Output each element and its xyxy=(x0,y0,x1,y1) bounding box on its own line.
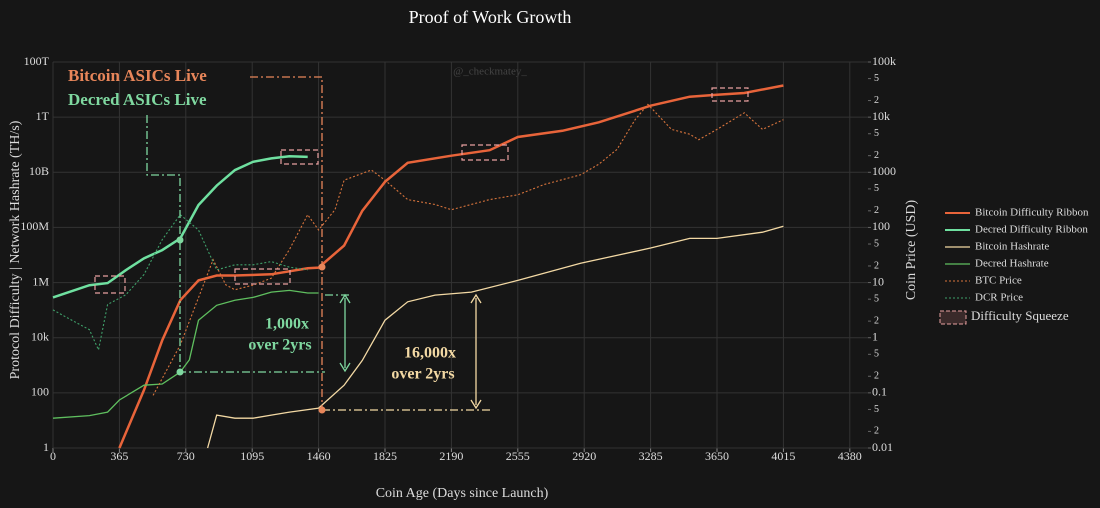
y2-tick-label: 1 xyxy=(872,329,878,343)
marker xyxy=(318,406,326,414)
series-line xyxy=(118,84,784,449)
y-tick-label: 1T xyxy=(36,109,50,123)
y2-tick-label: 5 xyxy=(874,73,879,84)
y2-axis-label: Coin Price (USD) xyxy=(904,200,919,301)
watermark: @_checkmatey_ xyxy=(453,66,527,78)
y-tick-label: 1 xyxy=(43,440,49,454)
y2-tick-label: 0.01 xyxy=(872,440,893,454)
x-tick-label: 2920 xyxy=(572,449,596,463)
x-tick-label: 1095 xyxy=(240,449,264,463)
plot-area: 0 365 730 1095 1460 1825 2190 2555 2920 3285 3650 4… xyxy=(20,54,896,463)
annotation: over 2yrs xyxy=(248,337,311,354)
legend-label: Decred Hashrate xyxy=(975,258,1049,270)
marker xyxy=(318,263,326,271)
btc-asic-line xyxy=(250,76,323,410)
y2-tick-label: 100k xyxy=(872,54,896,68)
x-tick-label: 3285 xyxy=(639,449,663,463)
y-tick-label: 100M xyxy=(20,219,49,233)
arrow-16000x xyxy=(470,293,482,410)
dcr-asic-line xyxy=(146,115,325,373)
marker xyxy=(176,236,184,244)
legend-label: Bitcoin Difficulty Ribbon xyxy=(975,207,1089,219)
annotation: 16,000x xyxy=(404,345,456,362)
x-tick-label: 1460 xyxy=(307,449,331,463)
y2-tick-label: 5 xyxy=(874,128,879,139)
y2-tick-label: 5 xyxy=(874,238,879,249)
x-tick-label: 2555 xyxy=(506,449,530,463)
x-tick-label: 4015 xyxy=(771,449,795,463)
chart-title: Proof of Work Growth xyxy=(409,7,572,27)
squeeze-box xyxy=(280,149,319,165)
y2-tick-label: 1000 xyxy=(872,164,896,178)
arrow-1000x xyxy=(339,293,351,373)
legend-label: Decred Difficulty Ribbon xyxy=(975,224,1088,236)
series-line xyxy=(52,155,308,299)
legend-label: Difficulty Squeeze xyxy=(971,308,1069,323)
annotation: 1,000x xyxy=(265,316,309,333)
series-line xyxy=(152,103,784,396)
y2-tick-label: 0.1 xyxy=(872,385,887,399)
annotation: Bitcoin ASICs Live xyxy=(68,66,207,85)
x-tick-label: 730 xyxy=(177,449,195,463)
y2-tick-label: 10 xyxy=(872,274,884,288)
x-axis-label: Coin Age (Days since Launch) xyxy=(376,486,549,501)
y2-tick-label: 5 xyxy=(874,183,879,194)
x-tick-label: 0 xyxy=(50,449,56,463)
y2-tick-label: 5 xyxy=(874,349,879,360)
y2-tick-label: 2 xyxy=(874,205,879,216)
y2-tick-label: 2 xyxy=(874,150,879,161)
legend-swatch xyxy=(939,310,967,325)
y2-tick-label: 2 xyxy=(874,260,879,271)
squeeze-box xyxy=(461,144,509,161)
x-tick-label: 365 xyxy=(110,449,128,463)
y2-tick-label: 2 xyxy=(874,426,879,437)
series-line xyxy=(52,213,308,352)
squeeze-box xyxy=(234,268,291,285)
y2-tick-label: 10k xyxy=(872,109,890,123)
y-tick-label: 100 xyxy=(31,385,49,399)
squeeze-box xyxy=(711,87,749,102)
x-tick-label: 2190 xyxy=(439,449,463,463)
x-tick-label: 4380 xyxy=(838,449,862,463)
y-tick-label: 10B xyxy=(29,164,49,178)
y2-tick-label: 5 xyxy=(874,293,879,304)
x-tick-label: 1825 xyxy=(373,449,397,463)
y-tick-label: 1M xyxy=(32,274,49,288)
y2-tick-label: 2 xyxy=(874,371,879,382)
y-tick-label: 10k xyxy=(31,329,49,343)
legend: Bitcoin Difficulty Ribbon Decred Difficul… xyxy=(939,207,1089,325)
y-tick-label: 100T xyxy=(24,54,50,68)
y2-tick-label: 2 xyxy=(874,95,879,106)
x-tick-label: 3650 xyxy=(705,449,729,463)
y2-tick-label: 100 xyxy=(872,219,890,233)
squeeze-boxes xyxy=(94,87,749,294)
series-line xyxy=(206,225,784,449)
annotation: Decred ASICs Live xyxy=(68,90,207,109)
legend-label: DCR Price xyxy=(975,292,1023,304)
y2-tick-label: 2 xyxy=(874,315,879,326)
y2-tick-label: 5 xyxy=(874,404,879,415)
y-axis-label: Protocol Difficulty | Network Hashrate (… xyxy=(8,120,23,379)
marker xyxy=(176,368,184,376)
series-line xyxy=(52,289,319,419)
legend-label: Bitcoin Hashrate xyxy=(975,241,1049,253)
annotation: over 2yrs xyxy=(391,366,454,383)
annotation-lines xyxy=(146,76,492,414)
legend-label: BTC Price xyxy=(975,275,1022,287)
